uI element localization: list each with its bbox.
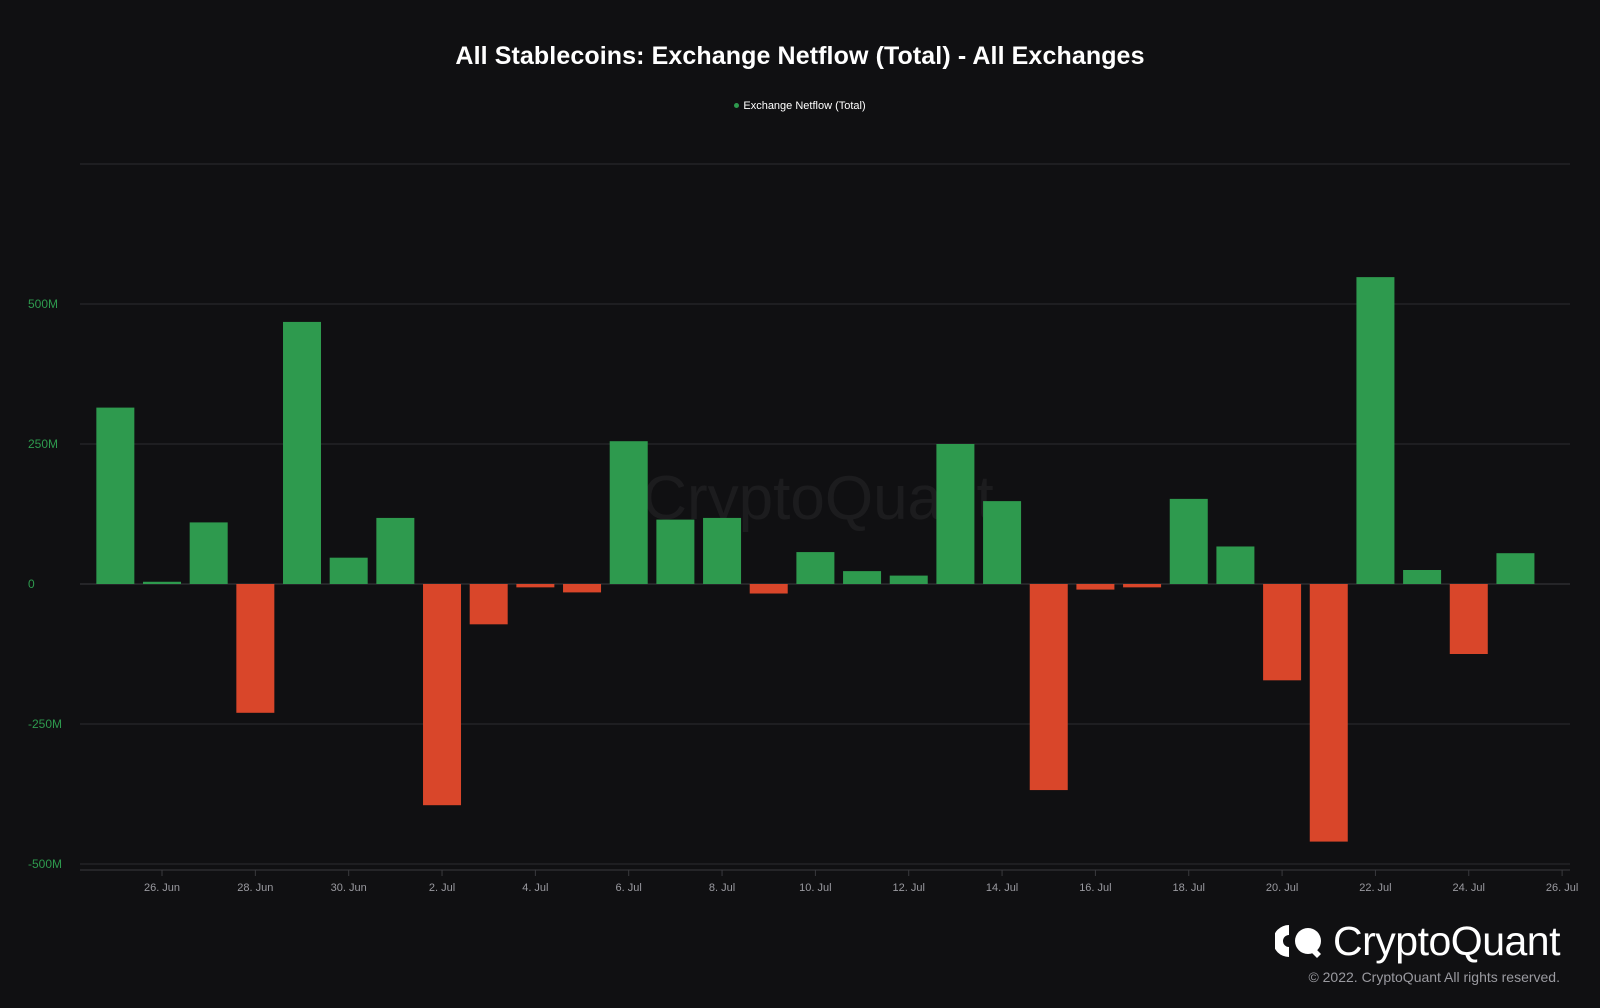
- x-tick-label: 26. Jul: [1546, 882, 1578, 894]
- chart-title: All Stablecoins: Exchange Netflow (Total…: [455, 42, 1145, 70]
- bar: [1403, 570, 1442, 584]
- y-tick-label: -250M: [28, 717, 62, 731]
- chart-legend[interactable]: Exchange Netflow (Total): [0, 100, 1600, 112]
- bar: [563, 584, 602, 593]
- x-tick-label: 28. Jun: [237, 882, 273, 894]
- bar: [329, 557, 368, 584]
- bar: [1123, 584, 1162, 588]
- bar: [1216, 546, 1255, 584]
- brand-name: CryptoQuant: [1333, 917, 1560, 964]
- bar: [1496, 553, 1535, 584]
- bar: [1029, 584, 1068, 791]
- copyright-text: © 2022. CryptoQuant All rights reserved.: [1308, 969, 1560, 985]
- bar: [96, 407, 135, 584]
- x-tick-label: 30. Jun: [331, 882, 367, 894]
- bar: [1309, 584, 1348, 842]
- y-tick-label: -500M: [28, 857, 62, 871]
- brand-logo-block: CryptoQuant: [1275, 918, 1560, 964]
- legend-label: Exchange Netflow (Total): [743, 100, 866, 112]
- watermark-text: CryptoQuant: [642, 464, 994, 533]
- x-tick-label: 16. Jul: [1079, 882, 1111, 894]
- bar: [423, 584, 462, 806]
- bar: [656, 519, 695, 584]
- bar: [1356, 277, 1395, 584]
- chart-plot-area: CryptoQuant -500M -250M 0 250M 500M 26. Jun 28…: [28, 163, 1578, 894]
- x-tick-label: 10. Jul: [799, 882, 831, 894]
- x-tick-label: 8. Jul: [709, 882, 735, 894]
- x-tick-label: 14. Jul: [986, 882, 1018, 894]
- y-tick-label: 500M: [28, 297, 58, 311]
- x-tick-label: 12. Jul: [893, 882, 925, 894]
- bar: [796, 552, 835, 584]
- bar: [236, 584, 275, 713]
- bar: [936, 444, 975, 584]
- x-tick-label: 4. Jul: [522, 882, 548, 894]
- x-tick-label: 20. Jul: [1266, 882, 1298, 894]
- bar: [609, 441, 648, 584]
- bar: [1169, 498, 1208, 584]
- bar: [283, 321, 322, 584]
- y-tick-label: 250M: [28, 437, 58, 451]
- x-tick-label: 18. Jul: [1173, 882, 1205, 894]
- bar: [376, 517, 415, 584]
- bars: [96, 277, 1535, 842]
- bar: [1449, 584, 1488, 654]
- bar: [703, 517, 742, 584]
- bar: [1263, 584, 1302, 681]
- legend-marker: [734, 102, 740, 108]
- bar: [983, 501, 1022, 584]
- bar: [469, 584, 508, 625]
- axes: -500M -250M 0 250M 500M 26. Jun 28. Jun 30. Jun…: [28, 297, 1578, 894]
- bar: [516, 584, 555, 588]
- bar: [1076, 584, 1115, 590]
- bar: [189, 522, 228, 584]
- bar: [749, 584, 788, 594]
- bar: [889, 575, 928, 584]
- x-tick-label: 6. Jul: [616, 882, 642, 894]
- x-tick-label: 2. Jul: [429, 882, 455, 894]
- bar: [143, 581, 182, 584]
- y-tick-label: 0: [28, 577, 35, 591]
- bar: [843, 571, 882, 584]
- x-tick-label: 22. Jul: [1359, 882, 1391, 894]
- x-tick-label: 24. Jul: [1453, 882, 1485, 894]
- cryptoquant-logo-icon: [1275, 925, 1322, 958]
- x-tick-label: 26. Jun: [144, 882, 180, 894]
